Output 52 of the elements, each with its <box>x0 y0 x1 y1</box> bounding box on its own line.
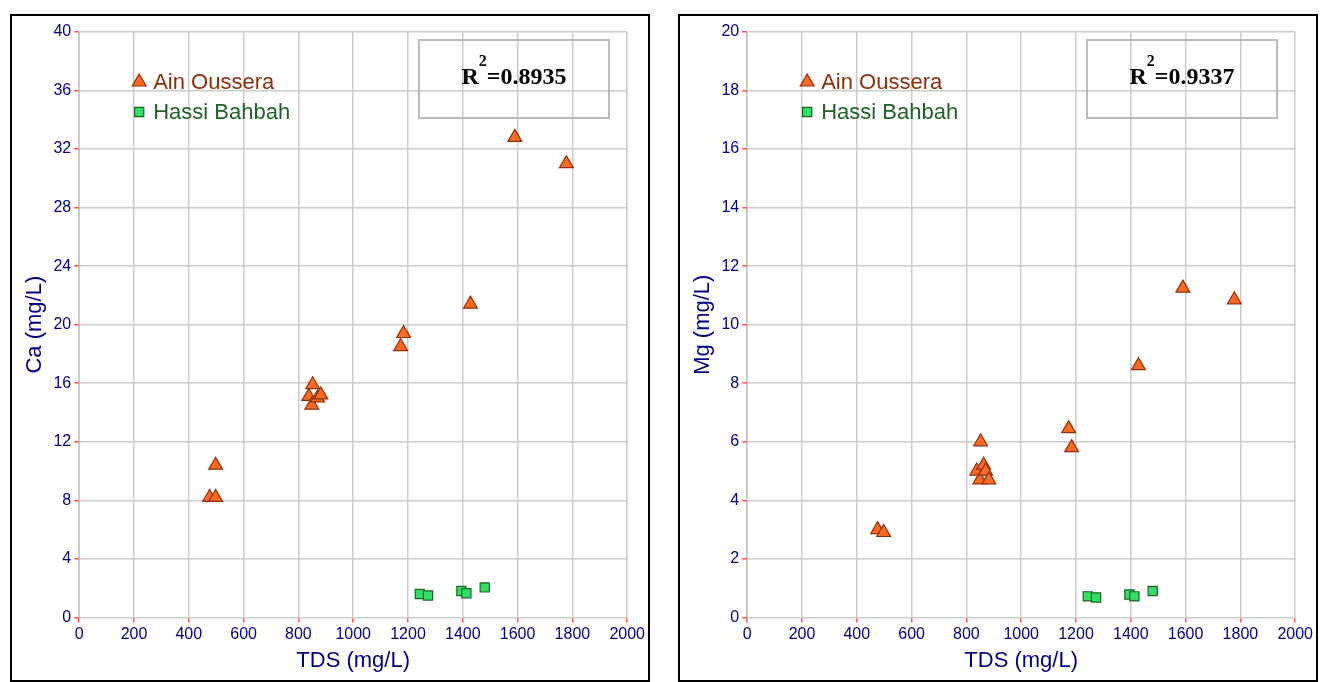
x-axis-title: TDS (mg/L) <box>296 646 411 672</box>
y-tick-label: 24 <box>53 256 72 274</box>
x-tick-label: 600 <box>230 625 258 643</box>
y-tick-label: 0 <box>62 607 72 625</box>
y-tick-label: 20 <box>53 315 72 333</box>
y-tick-label: 2 <box>730 549 740 567</box>
y-tick-label: 36 <box>53 80 72 98</box>
x-tick-label: 600 <box>898 625 926 643</box>
y-tick-label: 14 <box>721 198 740 216</box>
y-tick-label: 16 <box>53 373 72 391</box>
x-tick-label: 1600 <box>499 625 536 643</box>
x-tick-label: 1800 <box>1222 625 1259 643</box>
x-tick-label: 1000 <box>1003 625 1040 643</box>
y-tick-label: 12 <box>721 256 740 274</box>
y-tick-label: 18 <box>721 80 740 98</box>
x-tick-label: 1000 <box>335 625 372 643</box>
x-tick-label: 1600 <box>1167 625 1204 643</box>
y-tick-label: 4 <box>730 490 740 508</box>
legend-label: Ain Oussera <box>153 69 276 95</box>
x-tick-label: 400 <box>843 625 871 643</box>
y-tick-label: 32 <box>53 139 72 157</box>
x-tick-label: 1400 <box>445 625 481 643</box>
x-tick-label: 1800 <box>554 625 591 643</box>
y-tick-label: 0 <box>730 607 740 625</box>
x-tick-label: 800 <box>285 625 312 643</box>
y-tick-label: 8 <box>730 373 740 391</box>
x-tick-label: 1400 <box>1113 625 1149 643</box>
x-tick-label: 0 <box>74 625 84 643</box>
x-tick-label: 2000 <box>1277 625 1314 643</box>
legend-label: Hassi Bahbah <box>821 99 959 125</box>
x-tick-label: 2000 <box>609 625 646 643</box>
y-axis-title: Mg (mg/L) <box>689 274 715 375</box>
x-tick-label: 1200 <box>1058 625 1094 643</box>
x-axis-title: TDS (mg/L) <box>964 646 1079 672</box>
y-tick-label: 40 <box>53 22 72 40</box>
x-tick-label: 0 <box>742 625 752 643</box>
x-tick-label: 1200 <box>390 625 426 643</box>
x-tick-label: 200 <box>788 625 816 643</box>
y-tick-label: 8 <box>62 490 72 508</box>
y-tick-label: 16 <box>721 139 740 157</box>
y-axis-title: Ca (mg/L) <box>21 275 47 374</box>
y-tick-label: 20 <box>721 22 740 40</box>
y-tick-label: 4 <box>62 549 72 567</box>
y-tick-label: 28 <box>53 198 72 216</box>
x-tick-label: 200 <box>120 625 148 643</box>
y-tick-label: 12 <box>53 432 72 450</box>
x-tick-label: 800 <box>953 625 980 643</box>
y-tick-label: 10 <box>721 315 740 333</box>
x-tick-label: 400 <box>175 625 203 643</box>
legend-label: Ain Oussera <box>821 69 944 95</box>
y-tick-label: 6 <box>730 432 740 450</box>
legend-label: Hassi Bahbah <box>153 99 291 125</box>
